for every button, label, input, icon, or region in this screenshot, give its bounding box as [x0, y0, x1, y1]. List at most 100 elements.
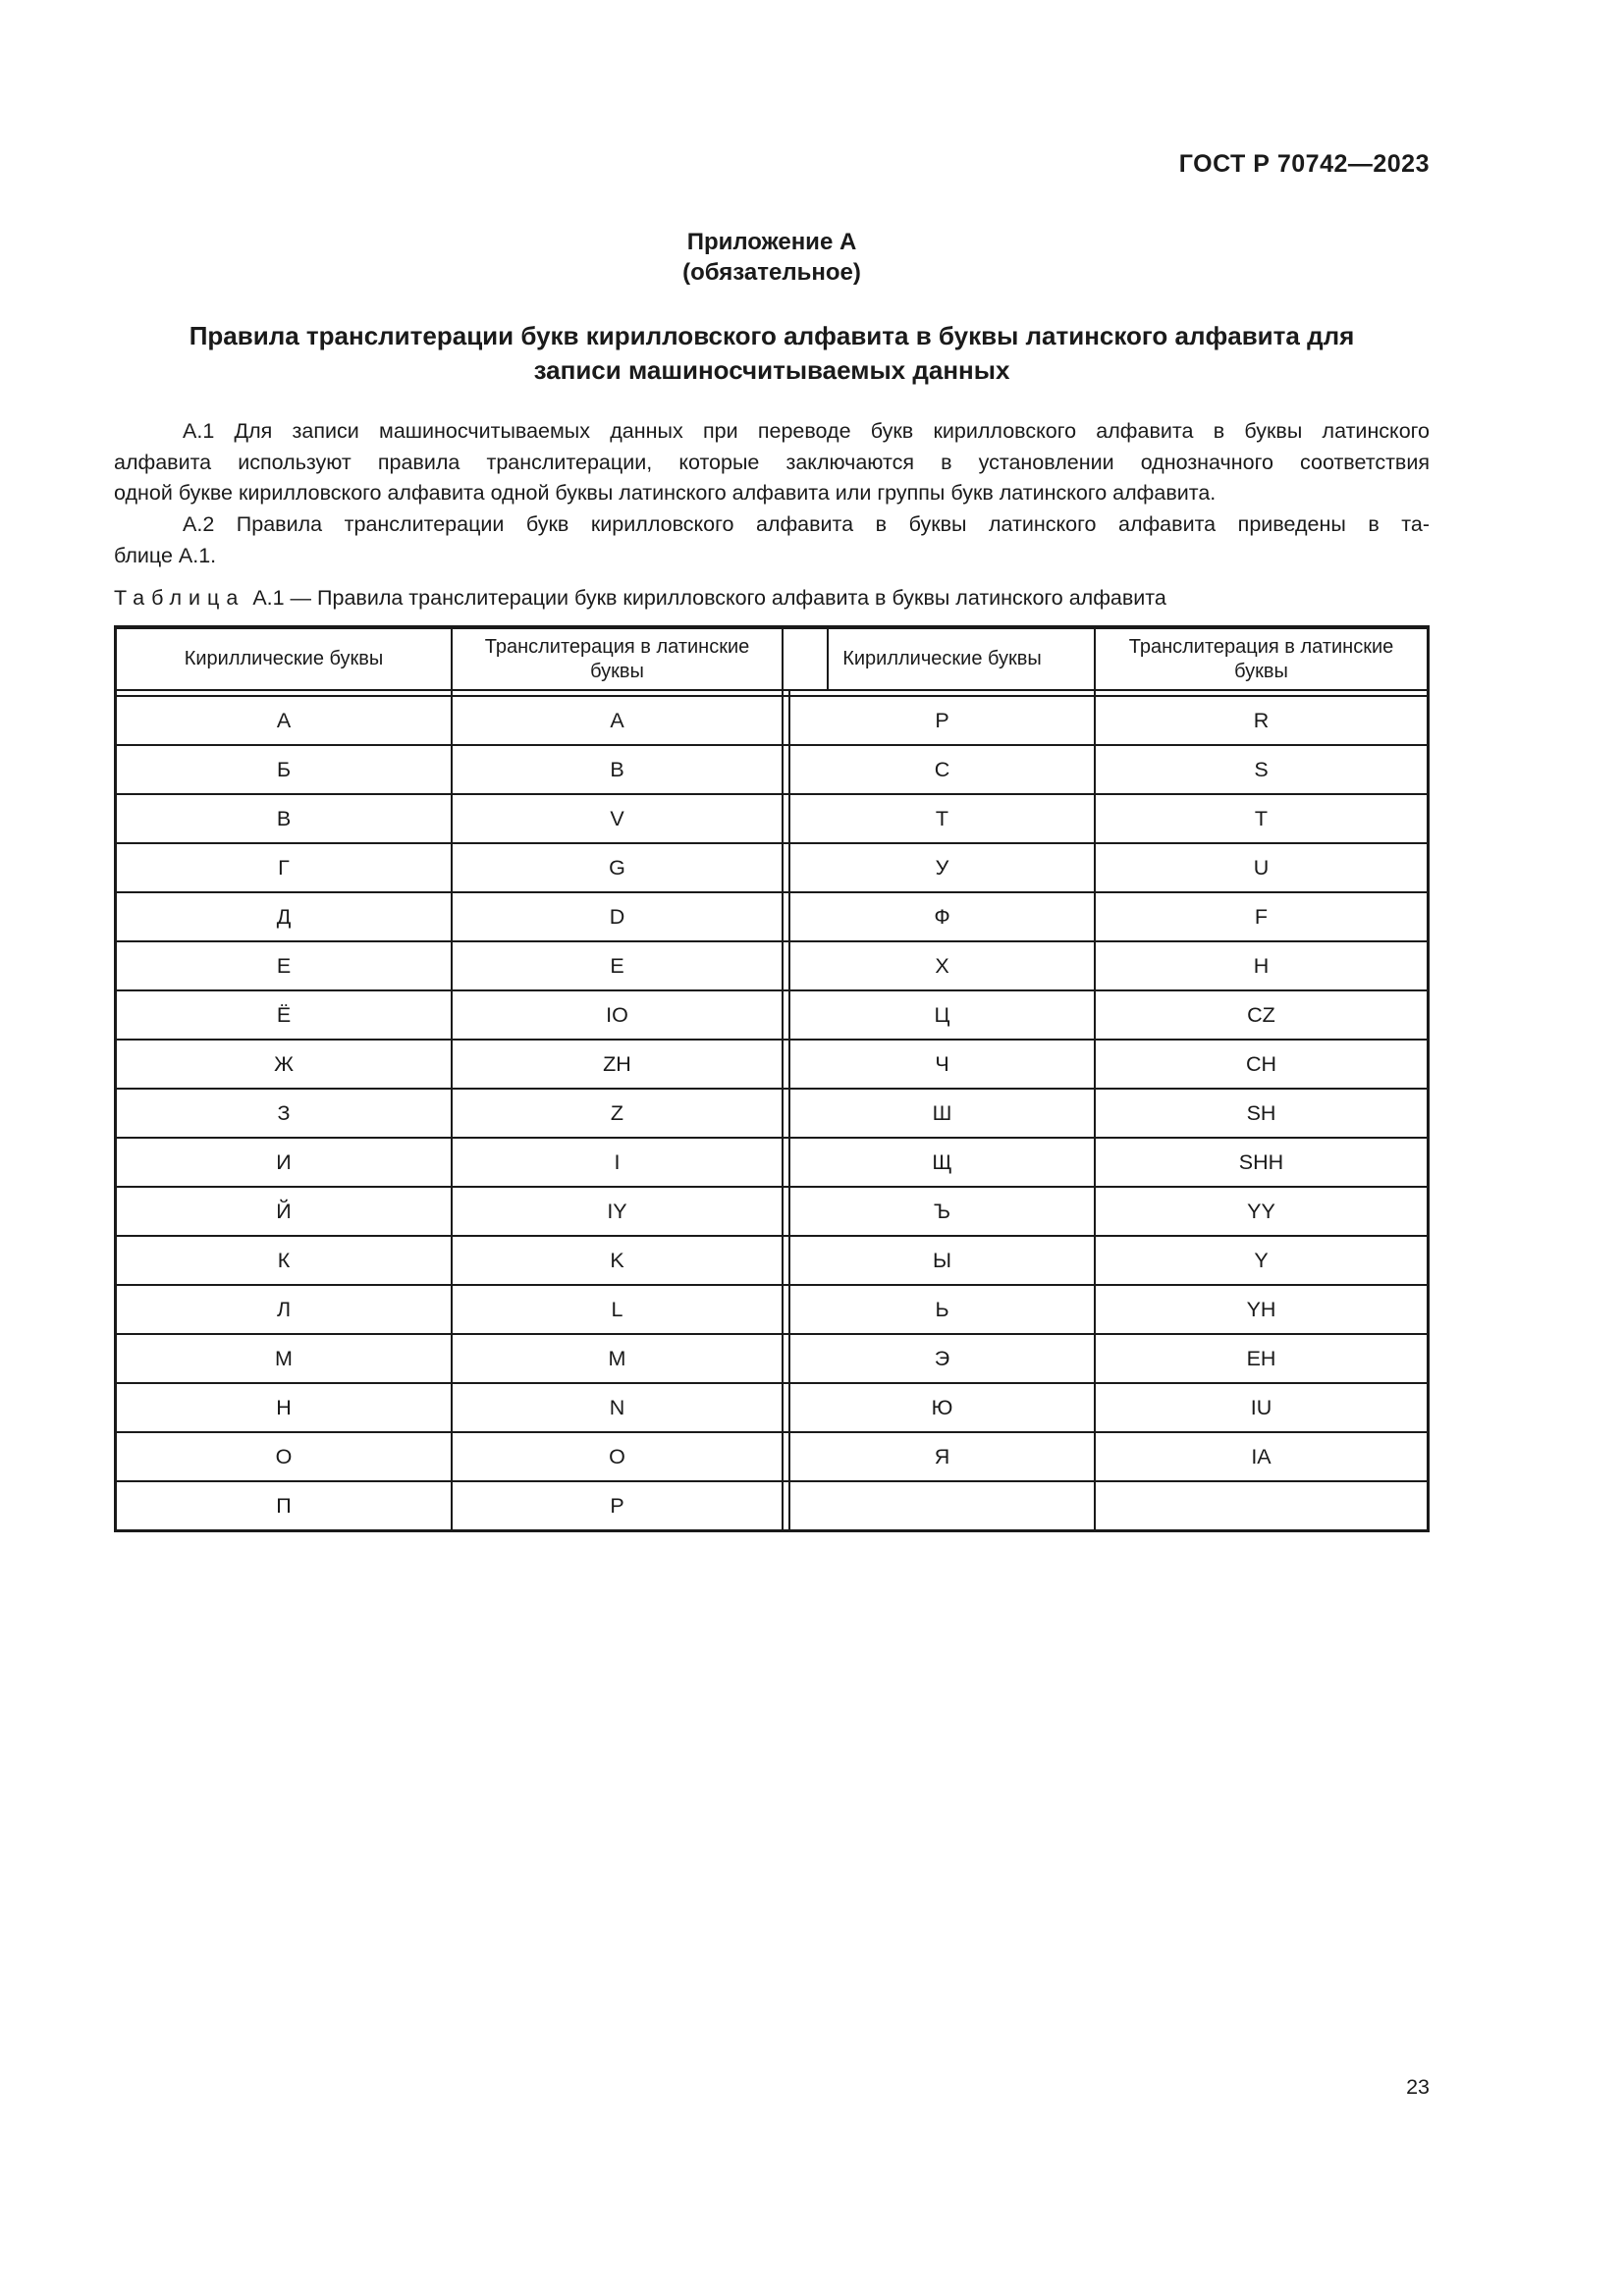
table-row: Л L Ь YH [117, 1286, 1427, 1335]
table-divider-spacer [784, 697, 790, 744]
table-rule-cell [790, 691, 1096, 695]
table-row: И I Щ SHH [117, 1139, 1427, 1188]
table-cell: З [117, 1090, 453, 1137]
table-rule-cell [453, 691, 784, 695]
table-divider-spacer [784, 1188, 790, 1235]
table-cell: SHH [1238, 1149, 1284, 1174]
table-cell: Ё [117, 991, 453, 1039]
table-cell: О [117, 1433, 453, 1480]
table-cell: N [453, 1384, 784, 1431]
table-cell: Ы [790, 1237, 1096, 1284]
paragraph-line: алфавита используют правила транслитерац… [114, 450, 1430, 474]
table-cell: IU [1250, 1395, 1272, 1419]
table-cell: Й [117, 1188, 453, 1235]
table-cell: A [453, 697, 784, 744]
table-divider-spacer [784, 1139, 790, 1186]
table-cell: Ю [790, 1384, 1096, 1431]
table-cell: Ь [790, 1286, 1096, 1333]
table-cell: Х [790, 942, 1096, 989]
table-divider-spacer [784, 1090, 790, 1137]
table-cell: А [117, 697, 453, 744]
table-cell: У [790, 844, 1096, 891]
table-caption-text: А.1 — Правила транслитерации букв кирилл… [252, 586, 1166, 610]
table-header-cell: Кириллические буквы [790, 629, 1096, 689]
table-row: Н N Ю IU [117, 1384, 1427, 1433]
table-divider-spacer [784, 991, 790, 1039]
table-cell: Ш [790, 1090, 1096, 1137]
table-cell: Z [453, 1090, 784, 1137]
table-row: З Z Ш SH [117, 1090, 1427, 1139]
table-cell: D [453, 893, 784, 940]
table-row: Й IY Ъ YY [117, 1188, 1427, 1237]
table-cell: L [453, 1286, 784, 1333]
transliteration-table: Кириллические буквы Транслитерация в лати… [114, 625, 1430, 1532]
table-row: Ж ZH Ч CH [117, 1041, 1427, 1090]
table-divider-spacer [784, 1335, 790, 1382]
table-divider-spacer [784, 1286, 790, 1333]
table-cell: И [117, 1139, 453, 1186]
document-title-line: Правила транслитерации букв кирилловског… [189, 321, 1355, 350]
table-cell: Г [117, 844, 453, 891]
table-header-cell: Транслитерация в латинские буквы [453, 629, 784, 689]
table-cell: Ж [117, 1041, 453, 1088]
table-cell: H [1253, 953, 1270, 978]
table-cell: Ц [790, 991, 1096, 1039]
table-cell: O [453, 1433, 784, 1480]
table-caption: Таблица А.1 — Правила транслитерации букв… [114, 586, 1430, 611]
table-divider-spacer [784, 893, 790, 940]
table-cell: ZH [453, 1041, 784, 1088]
table-row: М M Э EH [117, 1335, 1427, 1384]
table-row: О O Я IA [117, 1433, 1427, 1482]
table-cell: E [453, 942, 784, 989]
table-cell: Д [117, 893, 453, 940]
paragraphs: А.1 Для записи машиносчитываемых данных … [114, 416, 1430, 572]
table-caption-word: Таблица [114, 586, 245, 610]
table-cell: М [117, 1335, 453, 1382]
table-row: Ё IO Ц CZ [117, 991, 1427, 1041]
table-header-cell: Транслитерация в латинские буквы [1128, 635, 1394, 682]
table-cell: CZ [1247, 1002, 1275, 1027]
table-cell [790, 1482, 1096, 1529]
table-cell: YY [1247, 1199, 1275, 1223]
doc-number: ГОСТ Р 70742—2023 [1178, 150, 1430, 178]
table-cell: K [453, 1237, 784, 1284]
document-title: Правила транслитерации букв кирилловског… [114, 319, 1430, 388]
table-cell: CH [1245, 1051, 1277, 1076]
table-divider-spacer [784, 1237, 790, 1284]
table-divider-spacer [784, 1384, 790, 1431]
table-divider-spacer [784, 1433, 790, 1480]
table-cell: S [1254, 757, 1269, 781]
table-cell: Е [117, 942, 453, 989]
table-cell: Т [790, 795, 1096, 842]
table-rule-cell [117, 691, 453, 695]
table-cell: IA [1251, 1444, 1272, 1468]
table-cell: B [453, 746, 784, 793]
table-cell: IY [453, 1188, 784, 1235]
table-divider-spacer [784, 629, 829, 689]
table-cell: Н [117, 1384, 453, 1431]
appendix-label: Приложение А [686, 229, 857, 255]
paragraph-line: А.1 Для записи машиносчитываемых данных … [183, 419, 1430, 443]
document-title-line: записи машиносчитываемых данных [533, 355, 1010, 385]
table-cell: Л [117, 1286, 453, 1333]
table-divider-spacer [784, 746, 790, 793]
table-cell: P [453, 1482, 784, 1529]
table-divider-spacer [784, 691, 790, 695]
table-cell: Э [790, 1335, 1096, 1382]
paragraph-line: блице А.1. [114, 543, 217, 567]
table-cell: В [117, 795, 453, 842]
table-cell: Щ [790, 1139, 1096, 1186]
table-cell [1096, 1482, 1427, 1529]
table-cell: M [453, 1335, 784, 1382]
table-cell: YH [1246, 1297, 1276, 1321]
table-cell: R [1253, 708, 1270, 732]
table-cell: F [1254, 904, 1269, 929]
table-divider-spacer [784, 1482, 790, 1529]
